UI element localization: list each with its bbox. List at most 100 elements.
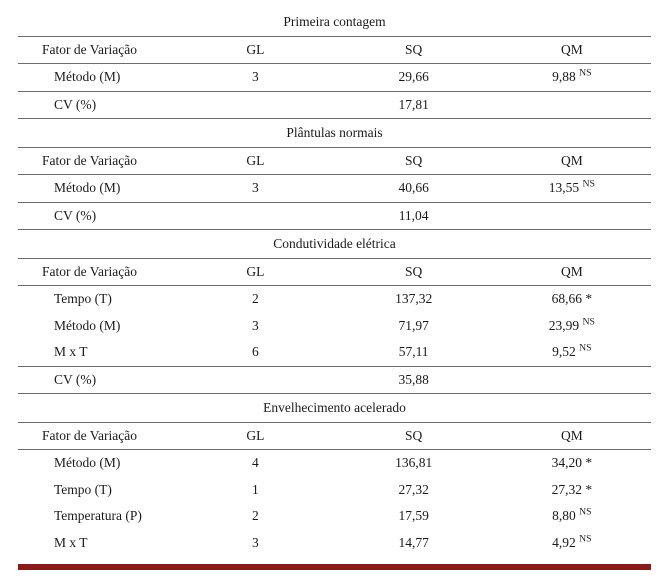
data-row: Método (M) 3 71,97 23,99 NS — [18, 313, 651, 340]
col-header-fv: Fator de Variação — [18, 258, 176, 286]
cell-qm: 34,20 * — [493, 450, 651, 477]
cell-sq: 136,81 — [335, 450, 493, 477]
qm-flag: * — [585, 482, 592, 497]
cell-gl: 3 — [176, 175, 334, 203]
col-header-gl: GL — [176, 147, 334, 175]
section-title-row: Condutividade elétrica — [18, 230, 651, 259]
cv-label: CV (%) — [18, 202, 176, 230]
col-header-qm: QM — [493, 258, 651, 286]
cell-gl: 3 — [176, 313, 334, 340]
section-title-row: Envelhecimento acelerado — [18, 394, 651, 423]
qm-flag: NS — [579, 533, 591, 544]
qm-flag: * — [585, 455, 592, 470]
cell-gl: 3 — [176, 530, 334, 557]
cell-gl: 1 — [176, 477, 334, 504]
col-header-qm: QM — [493, 36, 651, 64]
cell-gl: 4 — [176, 450, 334, 477]
cell-fv: M x T — [18, 339, 176, 366]
anova-table: Primeira contagem Fator de Variação GL S… — [18, 8, 651, 556]
cell-qm: 23,99 NS — [493, 313, 651, 340]
column-header-row: Fator de Variação GL SQ QM — [18, 258, 651, 286]
qm-value: 4,92 — [552, 535, 576, 550]
cv-row: CV (%) 11,04 — [18, 202, 651, 230]
cell-qm: 68,66 * — [493, 286, 651, 313]
footer-accent-bar — [18, 564, 651, 570]
cell-sq: 27,32 — [335, 477, 493, 504]
data-row: Temperatura (P) 2 17,59 8,80 NS — [18, 503, 651, 530]
data-row: Tempo (T) 2 137,32 68,66 * — [18, 286, 651, 313]
data-row: Método (M) 4 136,81 34,20 * — [18, 450, 651, 477]
col-header-sq: SQ — [335, 147, 493, 175]
col-header-sq: SQ — [335, 36, 493, 64]
section-title: Primeira contagem — [18, 8, 651, 36]
qm-flag: NS — [579, 68, 591, 79]
col-header-sq: SQ — [335, 258, 493, 286]
col-header-gl: GL — [176, 258, 334, 286]
cell-qm: 9,52 NS — [493, 339, 651, 366]
cell-fv: Tempo (T) — [18, 286, 176, 313]
cv-row: CV (%) 17,81 — [18, 91, 651, 119]
data-row: Método (M) 3 40,66 13,55 NS — [18, 175, 651, 203]
cell-fv: Método (M) — [18, 450, 176, 477]
cell-sq: 17,59 — [335, 503, 493, 530]
cv-value: 17,81 — [335, 91, 493, 119]
cell-qm: 13,55 NS — [493, 175, 651, 203]
cell-sq: 14,77 — [335, 530, 493, 557]
cell-qm: 9,88 NS — [493, 64, 651, 92]
cell-fv: M x T — [18, 530, 176, 557]
qm-value: 27,32 — [552, 482, 582, 497]
section-title: Plântulas normais — [18, 119, 651, 148]
cell-gl: 2 — [176, 503, 334, 530]
qm-value: 9,88 — [552, 69, 576, 84]
cell-qm: 27,32 * — [493, 477, 651, 504]
qm-value: 9,52 — [552, 344, 576, 359]
col-header-fv: Fator de Variação — [18, 422, 176, 450]
cell-sq: 137,32 — [335, 286, 493, 313]
cv-label: CV (%) — [18, 366, 176, 394]
cv-value: 35,88 — [335, 366, 493, 394]
qm-flag: NS — [583, 316, 595, 327]
section-title-row: Plântulas normais — [18, 119, 651, 148]
data-row: Método (M) 3 29,66 9,88 NS — [18, 64, 651, 92]
cv-value: 11,04 — [335, 202, 493, 230]
cell-gl: 2 — [176, 286, 334, 313]
cell-sq: 29,66 — [335, 64, 493, 92]
data-row: M x T 3 14,77 4,92 NS — [18, 530, 651, 557]
col-header-fv: Fator de Variação — [18, 147, 176, 175]
col-header-sq: SQ — [335, 422, 493, 450]
qm-value: 8,80 — [552, 508, 576, 523]
anova-tables: Primeira contagem Fator de Variação GL S… — [0, 0, 669, 584]
qm-value: 13,55 — [549, 180, 579, 195]
cell-sq: 57,11 — [335, 339, 493, 366]
cell-qm: 4,92 NS — [493, 530, 651, 557]
col-header-gl: GL — [176, 36, 334, 64]
section-title-row: Primeira contagem — [18, 8, 651, 36]
cell-fv: Método (M) — [18, 64, 176, 92]
qm-flag: NS — [579, 507, 591, 518]
column-header-row: Fator de Variação GL SQ QM — [18, 36, 651, 64]
cell-fv: Tempo (T) — [18, 477, 176, 504]
data-row: M x T 6 57,11 9,52 NS — [18, 339, 651, 366]
col-header-fv: Fator de Variação — [18, 36, 176, 64]
cell-fv: Método (M) — [18, 313, 176, 340]
qm-flag: NS — [583, 179, 595, 190]
cell-fv: Temperatura (P) — [18, 503, 176, 530]
qm-value: 68,66 — [552, 291, 582, 306]
cv-label: CV (%) — [18, 91, 176, 119]
col-header-gl: GL — [176, 422, 334, 450]
cell-gl: 6 — [176, 339, 334, 366]
cell-sq: 71,97 — [335, 313, 493, 340]
col-header-qm: QM — [493, 147, 651, 175]
qm-value: 23,99 — [549, 318, 579, 333]
section-title: Envelhecimento acelerado — [18, 394, 651, 423]
qm-flag: NS — [579, 343, 591, 354]
cell-qm: 8,80 NS — [493, 503, 651, 530]
cell-sq: 40,66 — [335, 175, 493, 203]
column-header-row: Fator de Variação GL SQ QM — [18, 147, 651, 175]
column-header-row: Fator de Variação GL SQ QM — [18, 422, 651, 450]
cell-fv: Método (M) — [18, 175, 176, 203]
section-title: Condutividade elétrica — [18, 230, 651, 259]
cell-gl: 3 — [176, 64, 334, 92]
data-row: Tempo (T) 1 27,32 27,32 * — [18, 477, 651, 504]
qm-value: 34,20 — [552, 455, 582, 470]
